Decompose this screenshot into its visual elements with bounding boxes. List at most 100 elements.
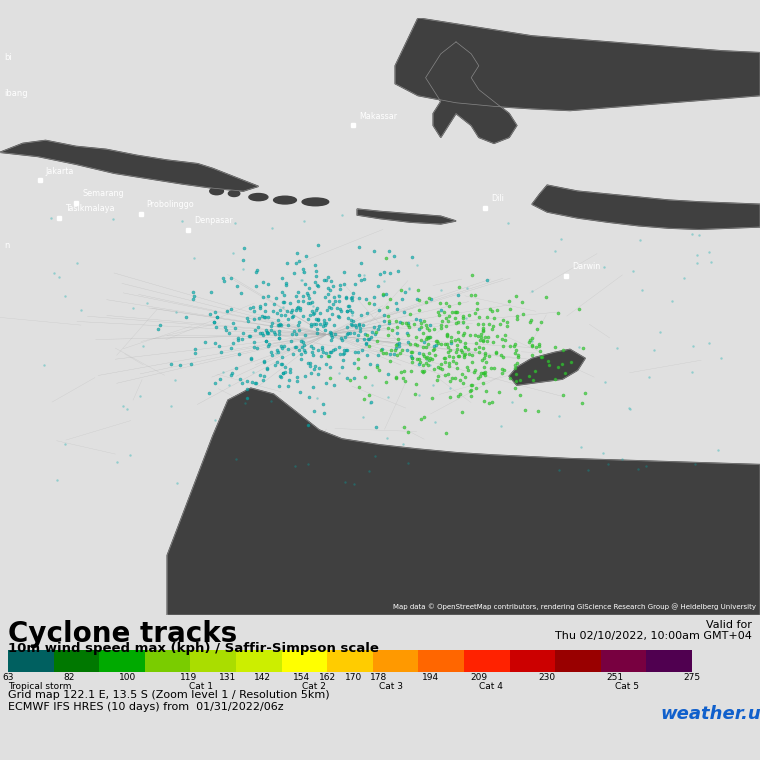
Point	[458, 348, 470, 360]
Point	[310, 280, 322, 292]
Text: Thu 02/10/2022, 10:00am GMT+04: Thu 02/10/2022, 10:00am GMT+04	[555, 631, 752, 641]
Point	[364, 397, 376, 409]
Point	[341, 344, 353, 356]
Point	[189, 347, 201, 359]
Point	[226, 366, 238, 378]
Point	[204, 308, 217, 320]
Point	[302, 419, 315, 431]
Point	[332, 294, 344, 306]
Point	[426, 353, 438, 366]
Point	[465, 379, 477, 391]
Point	[461, 321, 473, 334]
Point	[643, 371, 655, 383]
Point	[348, 372, 360, 385]
Point	[477, 324, 489, 336]
Point	[340, 344, 352, 356]
Point	[472, 372, 484, 384]
Point	[326, 309, 338, 321]
Point	[399, 286, 411, 298]
Point	[354, 325, 366, 337]
Point	[227, 247, 239, 259]
Point	[344, 374, 356, 386]
Point	[341, 305, 353, 317]
Point	[261, 327, 273, 339]
Text: 63: 63	[2, 673, 14, 682]
Point	[290, 341, 302, 353]
Point	[414, 314, 426, 326]
Point	[295, 353, 307, 366]
Point	[465, 384, 477, 396]
Point	[424, 319, 436, 331]
Point	[117, 400, 129, 412]
Point	[293, 344, 306, 356]
Point	[258, 311, 271, 323]
Point	[458, 377, 470, 389]
Point	[496, 349, 508, 361]
Point	[245, 353, 257, 365]
Point	[258, 298, 271, 310]
Point	[269, 359, 281, 371]
Point	[357, 411, 369, 423]
Point	[127, 302, 139, 314]
Point	[251, 342, 263, 354]
Point	[497, 340, 509, 352]
Point	[338, 266, 350, 278]
Point	[573, 302, 585, 315]
Point	[59, 439, 71, 451]
Point	[451, 306, 463, 318]
Point	[358, 268, 370, 280]
Point	[232, 332, 244, 344]
Point	[557, 389, 569, 401]
Point	[470, 337, 482, 350]
Point	[74, 304, 87, 316]
Point	[402, 319, 414, 331]
Point	[281, 305, 293, 317]
Point	[496, 333, 508, 345]
Text: Valid for: Valid for	[706, 620, 752, 630]
Point	[381, 300, 393, 312]
Point	[451, 316, 464, 328]
Point	[265, 321, 277, 333]
Point	[689, 458, 701, 470]
Point	[293, 316, 305, 328]
Point	[556, 359, 568, 371]
Point	[666, 295, 678, 307]
Point	[454, 388, 466, 401]
Point	[310, 264, 322, 277]
Point	[414, 413, 426, 425]
Point	[477, 334, 489, 347]
Point	[368, 297, 380, 309]
Point	[456, 406, 468, 418]
Point	[199, 336, 211, 348]
Point	[378, 275, 390, 287]
Point	[687, 340, 699, 353]
Point	[398, 365, 410, 377]
Bar	[282, 650, 328, 672]
Point	[323, 350, 335, 363]
Point	[363, 340, 375, 353]
Point	[693, 229, 705, 241]
Point	[293, 325, 306, 337]
Point	[293, 386, 306, 398]
Point	[372, 350, 384, 362]
Point	[359, 371, 372, 383]
Point	[226, 337, 239, 350]
Point	[440, 320, 452, 332]
Point	[504, 372, 516, 385]
Text: Cat 4: Cat 4	[479, 682, 503, 691]
Point	[491, 304, 503, 316]
Point	[479, 369, 491, 381]
Point	[359, 293, 372, 306]
Text: 154: 154	[293, 673, 310, 682]
Point	[325, 328, 337, 340]
Point	[714, 352, 727, 364]
Point	[309, 318, 321, 330]
Point	[464, 385, 476, 397]
Point	[382, 310, 394, 322]
Point	[380, 347, 392, 359]
Point	[452, 390, 464, 402]
Point	[378, 315, 390, 327]
Point	[369, 328, 382, 340]
Point	[523, 370, 535, 382]
Point	[420, 356, 432, 369]
